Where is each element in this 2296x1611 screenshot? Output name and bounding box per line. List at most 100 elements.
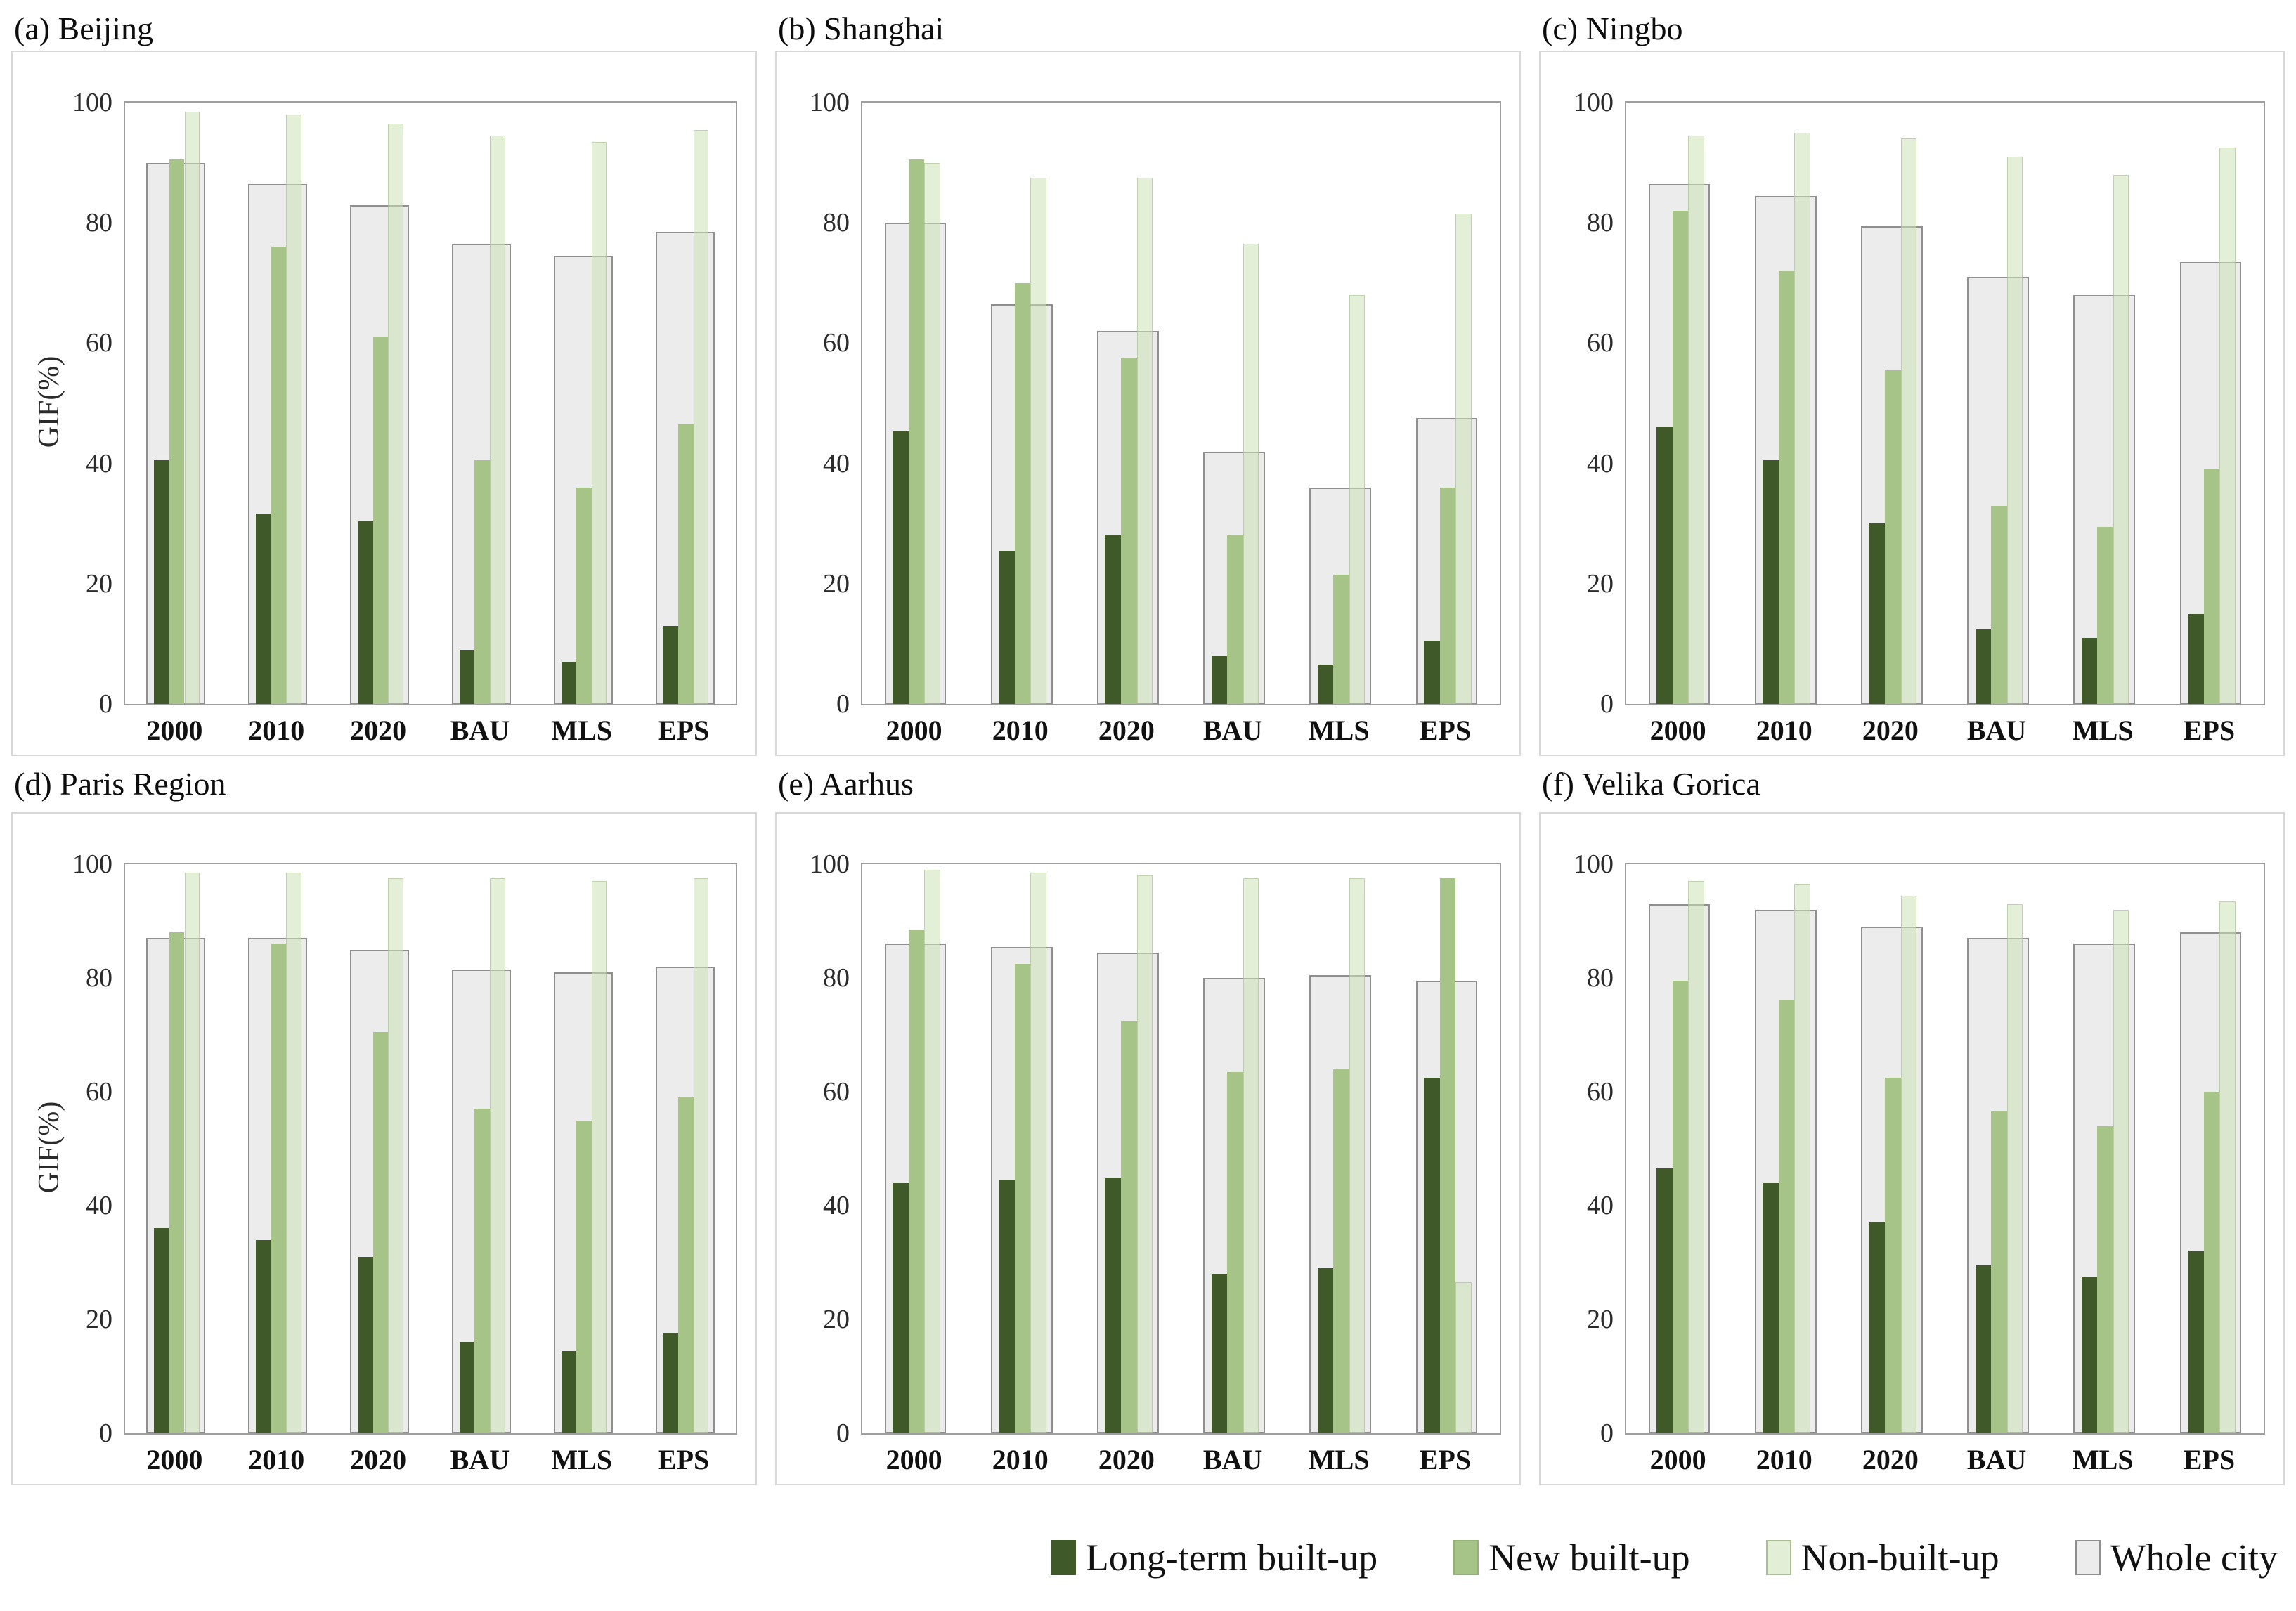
bar-long-term-built-up: [154, 1228, 169, 1433]
y-tick-label: 40: [86, 1191, 112, 1220]
bar-long-term-built-up: [1656, 1168, 1673, 1433]
x-tick-label: EPS: [657, 1444, 710, 1475]
x-tick-label: MLS: [2072, 715, 2134, 746]
y-tick-label: 40: [86, 448, 112, 478]
bar-long-term-built-up: [154, 460, 169, 704]
panel-title-ningbo: (c) Ningbo: [1542, 10, 1683, 46]
bar-long-term-built-up: [561, 1350, 577, 1433]
panel-title-beijing: (a) Beijing: [14, 10, 153, 46]
bar-long-term-built-up: [1869, 523, 1885, 704]
bar-group-2010: [1754, 864, 1817, 1433]
chart-panel-aarhus: 0 20 40 60 80 100 2000 2010 2020 BAU MLS EPS: [775, 812, 1521, 1485]
bar-long-term-built-up: [2187, 1251, 2204, 1433]
bar-new-built-up: [1333, 1069, 1349, 1433]
bar-non-built-up: [1349, 878, 1366, 1433]
bar-new-built-up: [1121, 1020, 1137, 1433]
x-tick-label: EPS: [2183, 1444, 2236, 1475]
bar-new-built-up: [1227, 535, 1243, 704]
bar-long-term-built-up: [999, 1180, 1015, 1433]
bar-new-built-up: [2097, 1126, 2113, 1433]
bar-non-built-up: [1455, 1282, 1472, 1433]
bar-non-built-up: [1243, 244, 1259, 704]
bar-long-term-built-up: [1423, 641, 1440, 704]
x-tick-label: 2020: [1862, 1444, 1919, 1475]
bar-non-built-up: [1794, 884, 1810, 1433]
bar-non-built-up: [2006, 904, 2023, 1433]
bar-new-built-up: [1227, 1071, 1243, 1433]
y-tick-label: 60: [823, 328, 850, 358]
bar-non-built-up: [1688, 881, 1704, 1433]
y-tick-label: 20: [1587, 1305, 1614, 1334]
x-tick-label: MLS: [551, 715, 613, 746]
bar-new-built-up: [474, 1109, 490, 1433]
bar-group-2020: [1097, 103, 1159, 704]
x-tick-label: EPS: [1419, 1444, 1472, 1475]
y-tick-label: 80: [823, 963, 850, 993]
bar-non-built-up: [388, 124, 403, 704]
bar-long-term-built-up: [459, 650, 475, 704]
y-tick-label: 80: [1587, 208, 1614, 238]
legend-swatch-non-built-icon: [1765, 1539, 1791, 1575]
y-tick-label: 20: [823, 568, 850, 599]
bar-non-built-up: [591, 141, 607, 704]
x-tick-label: 2020: [1098, 1444, 1155, 1475]
bar-long-term-built-up: [663, 1333, 679, 1433]
bar-group-eps: [2179, 864, 2242, 1433]
y-tick-label: 20: [823, 1305, 850, 1334]
legend-label: Long-term built-up: [1085, 1536, 1378, 1579]
x-tick-label: EPS: [2183, 715, 2236, 746]
y-tick-label: 20: [86, 1305, 112, 1334]
y-tick-label: 40: [823, 1191, 850, 1220]
bar-non-built-up: [184, 873, 200, 1433]
y-tick-label: 80: [823, 208, 850, 238]
legend-item-non-built: Non-built-up: [1765, 1536, 1999, 1579]
x-tick-label: 2010: [248, 1444, 305, 1475]
bar-non-built-up: [286, 115, 301, 704]
bar-group-2020: [350, 864, 410, 1433]
bar-non-built-up: [591, 881, 607, 1433]
x-tick-label: BAU: [1202, 715, 1263, 746]
bar-non-built-up: [1030, 178, 1046, 704]
x-tick-label: 2010: [992, 715, 1049, 746]
bar-new-built-up: [1439, 878, 1456, 1433]
y-tick-label: 80: [86, 208, 112, 238]
bar-non-built-up: [2006, 157, 2023, 704]
y-tick-label: 60: [86, 328, 112, 358]
y-tick-label: 60: [86, 1077, 112, 1107]
x-tick-label: 2020: [350, 715, 407, 746]
bar-group-mls: [553, 864, 613, 1433]
chart-panel-ningbo: 0 20 40 60 80 100 2000 2010 2020 BAU MLS EPS: [1539, 51, 2285, 756]
bar-long-term-built-up: [1211, 656, 1228, 704]
x-tick-label: 2000: [1649, 1444, 1706, 1475]
bar-group-2010: [1754, 103, 1817, 704]
bar-long-term-built-up: [1423, 1077, 1440, 1433]
x-tick-label: MLS: [1308, 715, 1370, 746]
bar-non-built-up: [693, 878, 709, 1433]
bar-group-eps: [655, 103, 715, 704]
bar-long-term-built-up: [2187, 613, 2204, 704]
bar-non-built-up: [184, 111, 200, 704]
x-tick-label: 2000: [886, 715, 942, 746]
x-tick-label: EPS: [1419, 715, 1472, 746]
x-tick-label: 2000: [886, 1444, 942, 1475]
bar-long-term-built-up: [1211, 1274, 1228, 1433]
y-tick-label: 100: [1574, 849, 1614, 879]
bar-non-built-up: [1900, 895, 1917, 1433]
y-tick-label: 60: [823, 1077, 850, 1107]
bar-group-eps: [655, 864, 715, 1433]
bar-long-term-built-up: [1975, 629, 1992, 704]
bar-new-built-up: [908, 930, 925, 1433]
bar-long-term-built-up: [2081, 1277, 2098, 1433]
x-tick-label: 2010: [1756, 715, 1812, 746]
x-tick-label: MLS: [2072, 1444, 2134, 1475]
bar-group-mls: [2073, 864, 2136, 1433]
bar-new-built-up: [474, 460, 490, 704]
bar-group-2010: [990, 864, 1053, 1433]
panel-title-paris-region: (d) Paris Region: [14, 765, 226, 802]
bar-new-built-up: [1991, 505, 2007, 704]
x-tick-label: 2000: [146, 715, 203, 746]
y-tick-label: 0: [836, 1418, 850, 1448]
bar-group-2020: [1097, 864, 1159, 1433]
bar-group-eps: [1415, 864, 1478, 1433]
bar-group-2020: [1861, 103, 1923, 704]
